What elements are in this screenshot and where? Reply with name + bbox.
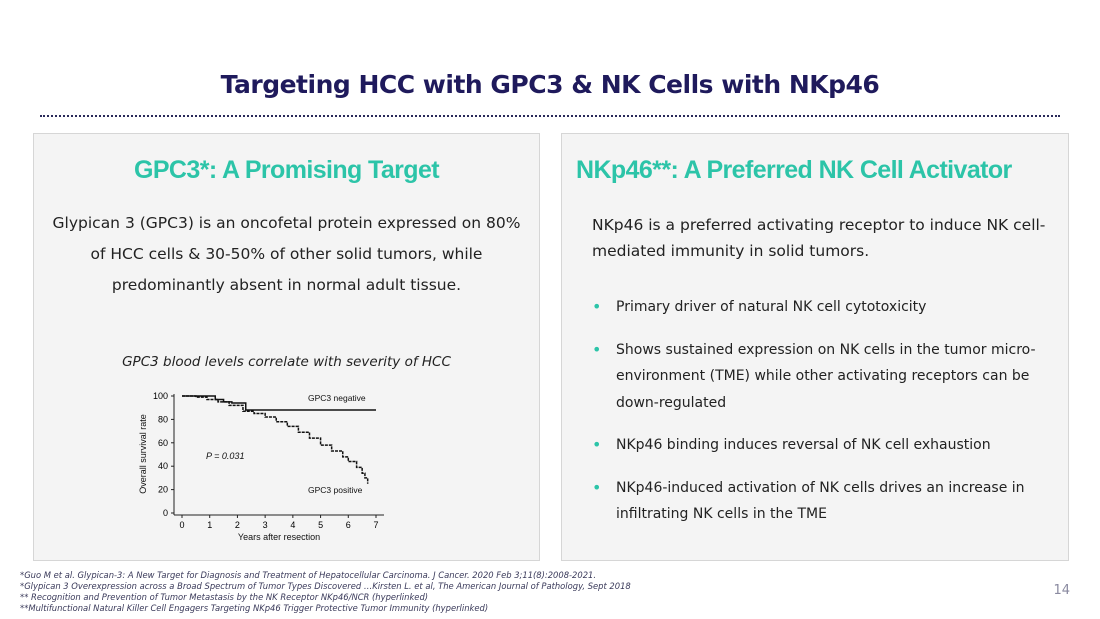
list-item: • NKp46-induced activation of NK cells dr…	[592, 475, 1048, 528]
reference-line: *Guo M et al. Glypican-3: A New Target f…	[20, 570, 597, 580]
x-tick-label: 1	[207, 520, 212, 530]
gpc3-description: Glypican 3 (GPC3) is an oncofetal protei…	[52, 214, 521, 294]
list-item: • Primary driver of natural NK cell cytot…	[592, 294, 1048, 321]
bullet-text: NKp46-induced activation of NK cells dri…	[616, 479, 1025, 523]
y-tick-label: 80	[158, 414, 168, 424]
list-item: • Shows sustained expression on NK cells …	[592, 337, 1048, 417]
nkp46-intro: NKp46 is a preferred activating receptor…	[592, 216, 1046, 260]
x-tick-label: 3	[263, 520, 268, 530]
bullet-text: NKp46 binding induces reversal of NK cel…	[616, 437, 991, 453]
left-panel-title: GPC3*: A Promising Target	[134, 156, 440, 184]
page-number: 14	[1053, 583, 1070, 598]
list-item: • NKp46 binding induces reversal of NK ce…	[592, 432, 1048, 459]
bullet-icon: •	[592, 435, 602, 454]
y-tick-label: 100	[153, 391, 168, 401]
title-divider	[40, 115, 1060, 117]
bullet-icon: •	[592, 339, 602, 359]
x-tick-label: 6	[346, 520, 351, 530]
bullet-icon: •	[592, 477, 602, 497]
gpc3-chart-caption: GPC3 blood levels correlate with severit…	[122, 354, 451, 370]
x-tick-label: 0	[179, 520, 184, 530]
right-panel-title: NKp46**: A Preferred NK Cell Activator	[576, 156, 1012, 184]
left-panel: GPC3*: A Promising Target Glypican 3 (GP…	[33, 133, 540, 561]
y-tick-label: 40	[158, 461, 168, 471]
y-tick-label: 20	[158, 485, 168, 495]
right-panel: NKp46**: A Preferred NK Cell Activator N…	[561, 133, 1069, 561]
x-tick-label: 5	[318, 520, 323, 530]
references: *Guo M et al. Glypican-3: A New Target f…	[20, 570, 920, 614]
p-value-annotation: P = 0.031	[206, 451, 244, 461]
survival-chart: 0 1 2 3 4 5 6 7 0 20 40 60 80 100 GPC3 negative GPC3 …	[138, 391, 384, 542]
reference-link[interactable]: ** Recognition and Prevention of Tumor M…	[20, 592, 429, 602]
bullet-text: Primary driver of natural NK cell cytoto…	[616, 299, 927, 315]
series-line-gpc3-negative	[182, 395, 376, 411]
series-label-gpc3-positive: GPC3 positive	[308, 485, 363, 495]
x-tick-label: 2	[235, 520, 240, 530]
x-tick-label: 7	[373, 520, 378, 530]
reference-link[interactable]: *Glypican 3 Overexpression across a Broa…	[20, 581, 631, 591]
y-axis-label: Overall survival rate	[138, 414, 148, 494]
slide-title: Targeting HCC with GPC3 & NK Cells with …	[220, 70, 880, 99]
bullet-icon: •	[592, 297, 602, 316]
x-axis-label: Years after resection	[238, 532, 320, 542]
nkp46-bullet-list: • Primary driver of natural NK cell cytot…	[592, 294, 1048, 544]
series-label-gpc3-negative: GPC3 negative	[308, 393, 366, 403]
x-tick-label: 4	[290, 520, 295, 530]
y-tick-label: 60	[158, 438, 168, 448]
series-line-gpc3-positive	[182, 395, 369, 484]
bullet-text: Shows sustained expression on NK cells i…	[616, 341, 1036, 411]
y-tick-label: 0	[163, 508, 168, 518]
reference-link[interactable]: **Multifunctional Natural Killer Cell En…	[20, 603, 489, 613]
